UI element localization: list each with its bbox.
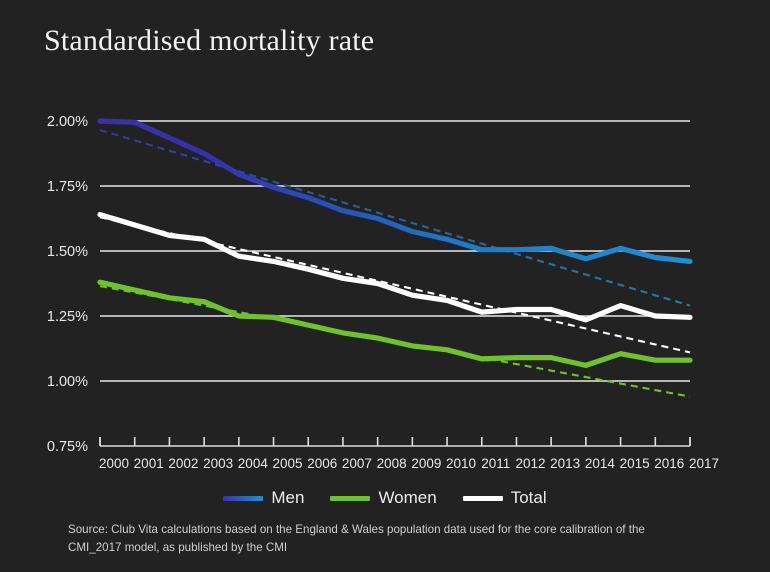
series-lines bbox=[97, 118, 693, 368]
x-axis-tick-label: 2013 bbox=[550, 456, 580, 471]
page-title: Standardised mortality rate bbox=[44, 24, 375, 57]
x-axis-tick-label: 2017 bbox=[689, 456, 719, 471]
y-axis-tick-label: 1.75% bbox=[47, 179, 88, 195]
y-axis-tick-label: 1.50% bbox=[47, 244, 88, 260]
trend-line bbox=[99, 129, 691, 307]
x-axis-tick-label: 2008 bbox=[377, 456, 407, 471]
x-axis-tick-label: 2012 bbox=[515, 456, 545, 471]
x-axis-tick-label: 2015 bbox=[620, 456, 650, 471]
x-axis-tick-label: 2002 bbox=[168, 456, 198, 471]
x-axis-tick-label: 2014 bbox=[585, 456, 616, 471]
x-axis-labels: 2000 2001 2002 2003 2004 2005 2006 2007 2008 2009… bbox=[99, 456, 719, 471]
trend-lines bbox=[99, 129, 691, 398]
x-axis-tick-label: 2005 bbox=[273, 456, 303, 471]
legend-label-women: Women bbox=[378, 488, 437, 507]
x-axis-tick-label: 2003 bbox=[203, 456, 233, 471]
x-axis-tick-label: 2001 bbox=[134, 456, 164, 471]
legend-swatch-women bbox=[330, 495, 371, 501]
legend-swatch-total bbox=[462, 495, 503, 501]
x-axis-tick-label: 2007 bbox=[342, 456, 372, 471]
x-axis-tick-label: 2000 bbox=[99, 456, 129, 471]
legend-item-men[interactable]: Men bbox=[223, 488, 304, 508]
y-axis-labels: 0.75% 1.00% 1.25% 1.50% 1.75% 2.00% bbox=[47, 114, 88, 455]
gridlines bbox=[100, 120, 690, 382]
y-axis-tick-label: 1.00% bbox=[47, 374, 88, 390]
series-line-total bbox=[97, 212, 693, 323]
x-axis bbox=[99, 437, 691, 447]
series-line-women bbox=[97, 279, 693, 368]
legend-swatch-men bbox=[223, 495, 264, 501]
legend-item-women[interactable]: Women bbox=[330, 488, 437, 508]
legend-item-total[interactable]: Total bbox=[462, 488, 547, 508]
x-axis-tick-label: 2016 bbox=[654, 456, 684, 471]
source-note: Source: Club Vita calculations based on … bbox=[68, 523, 645, 554]
y-axis-tick-label: 2.00% bbox=[47, 114, 88, 130]
x-axis-tick-label: 2004 bbox=[238, 456, 269, 471]
x-axis-tick-label: 2011 bbox=[481, 456, 510, 471]
x-axis-tick-label: 2006 bbox=[307, 456, 337, 471]
x-axis-tick-label: 2009 bbox=[411, 456, 441, 471]
y-axis-tick-label: 1.25% bbox=[47, 309, 88, 325]
y-axis-tick-label: 0.75% bbox=[47, 439, 88, 455]
series-line-men bbox=[97, 118, 693, 264]
x-axis-tick-label: 2010 bbox=[446, 456, 476, 471]
legend-label-men: Men bbox=[271, 488, 305, 507]
legend-label-total: Total bbox=[510, 488, 547, 507]
mortality-line-chart: 0.75%1.00%1.25%1.50%1.75%2.00% 2000 2001 2… bbox=[47, 114, 719, 471]
chart-legend: Men Women Total bbox=[0, 488, 770, 508]
